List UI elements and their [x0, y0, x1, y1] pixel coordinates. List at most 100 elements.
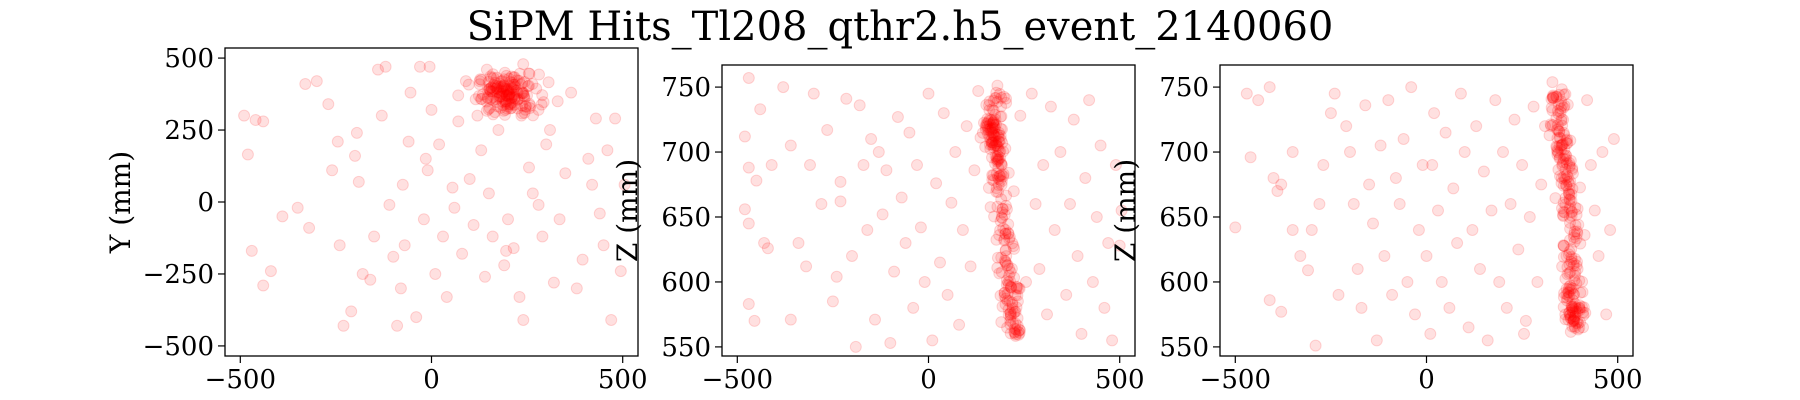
data-point [1555, 114, 1568, 127]
data-point [986, 121, 999, 134]
data-point [1481, 334, 1494, 347]
data-point [1555, 172, 1568, 184]
data-point [1565, 282, 1578, 294]
data-point [516, 99, 529, 112]
data-point [990, 137, 1003, 150]
data-point [1574, 286, 1587, 299]
data-point [505, 96, 518, 109]
data-point [1462, 321, 1475, 334]
data-point [941, 288, 954, 301]
data-point [979, 140, 992, 153]
data-point [570, 282, 583, 295]
data-point [496, 87, 509, 100]
data-point [994, 174, 1007, 187]
x-tick-label: 500 [598, 365, 648, 395]
data-point [476, 88, 489, 101]
data-point [996, 202, 1009, 215]
data-point [421, 164, 434, 177]
data-point [618, 178, 631, 191]
data-point [1547, 89, 1559, 102]
data-point [1009, 328, 1022, 341]
data-point [1555, 83, 1568, 96]
data-point [1561, 133, 1574, 146]
data-point [1397, 133, 1410, 145]
data-point [1355, 301, 1368, 314]
data-point [880, 164, 893, 177]
data-point [986, 130, 999, 143]
data-point [937, 107, 950, 120]
data-point [996, 203, 1009, 215]
data-point [1560, 294, 1573, 307]
data-point [997, 145, 1010, 158]
data-point [1000, 92, 1012, 105]
data-point [1565, 253, 1578, 266]
data-point [742, 298, 755, 310]
data-point [1560, 157, 1573, 170]
data-point [981, 120, 994, 133]
data-point [495, 88, 508, 101]
data-point [1007, 240, 1020, 253]
data-point [840, 92, 853, 105]
data-point [996, 136, 1009, 149]
data-point [792, 237, 805, 249]
data-point [1003, 262, 1016, 275]
data-point [1002, 166, 1015, 179]
data-point [989, 92, 1002, 104]
data-point [1389, 172, 1402, 184]
data-point [995, 168, 1008, 181]
data-point [264, 265, 277, 278]
data-point [784, 139, 797, 152]
data-point [993, 135, 1005, 148]
data-point [1572, 218, 1585, 231]
data-point [1347, 198, 1360, 210]
data-point [530, 82, 543, 95]
data-point [1564, 325, 1577, 338]
data-point [480, 104, 493, 117]
data-point [1570, 259, 1583, 272]
data-point [471, 109, 484, 122]
data-point [995, 175, 1008, 188]
data-point [1565, 299, 1578, 312]
data-point [999, 244, 1012, 257]
data-point [1401, 276, 1414, 288]
data-point [576, 253, 589, 266]
data-point [1563, 193, 1576, 206]
data-point [993, 126, 1005, 139]
data-point [990, 128, 1003, 141]
data-point [1561, 137, 1574, 150]
data-point [1555, 99, 1568, 112]
data-point [501, 100, 514, 113]
data-point [1556, 158, 1569, 171]
data-point [1566, 163, 1579, 176]
data-point [482, 187, 495, 200]
data-point [511, 86, 524, 99]
data-point [503, 87, 516, 100]
data-point [987, 174, 1000, 187]
data-point [1577, 301, 1590, 314]
data-point [493, 90, 506, 103]
data-point [999, 224, 1012, 236]
data-point [448, 201, 461, 214]
data-point [1563, 202, 1576, 215]
data-point [922, 87, 935, 100]
data-point [899, 237, 912, 249]
data-point [372, 63, 384, 76]
data-point [507, 71, 520, 84]
data-point [1008, 322, 1021, 335]
data-point [991, 154, 1004, 166]
data-point [440, 291, 453, 303]
data-point [1564, 222, 1577, 235]
data-point [238, 109, 251, 122]
data-point [508, 92, 521, 105]
data-point [1570, 316, 1583, 329]
data-point [960, 120, 973, 133]
data-point [1564, 311, 1577, 324]
data-point [482, 75, 495, 88]
data-point [985, 138, 998, 151]
data-point [983, 104, 996, 117]
data-point [1588, 204, 1601, 217]
data-point [456, 247, 469, 260]
data-point [992, 128, 1005, 141]
data-point [987, 169, 1000, 182]
data-point [1557, 113, 1570, 126]
